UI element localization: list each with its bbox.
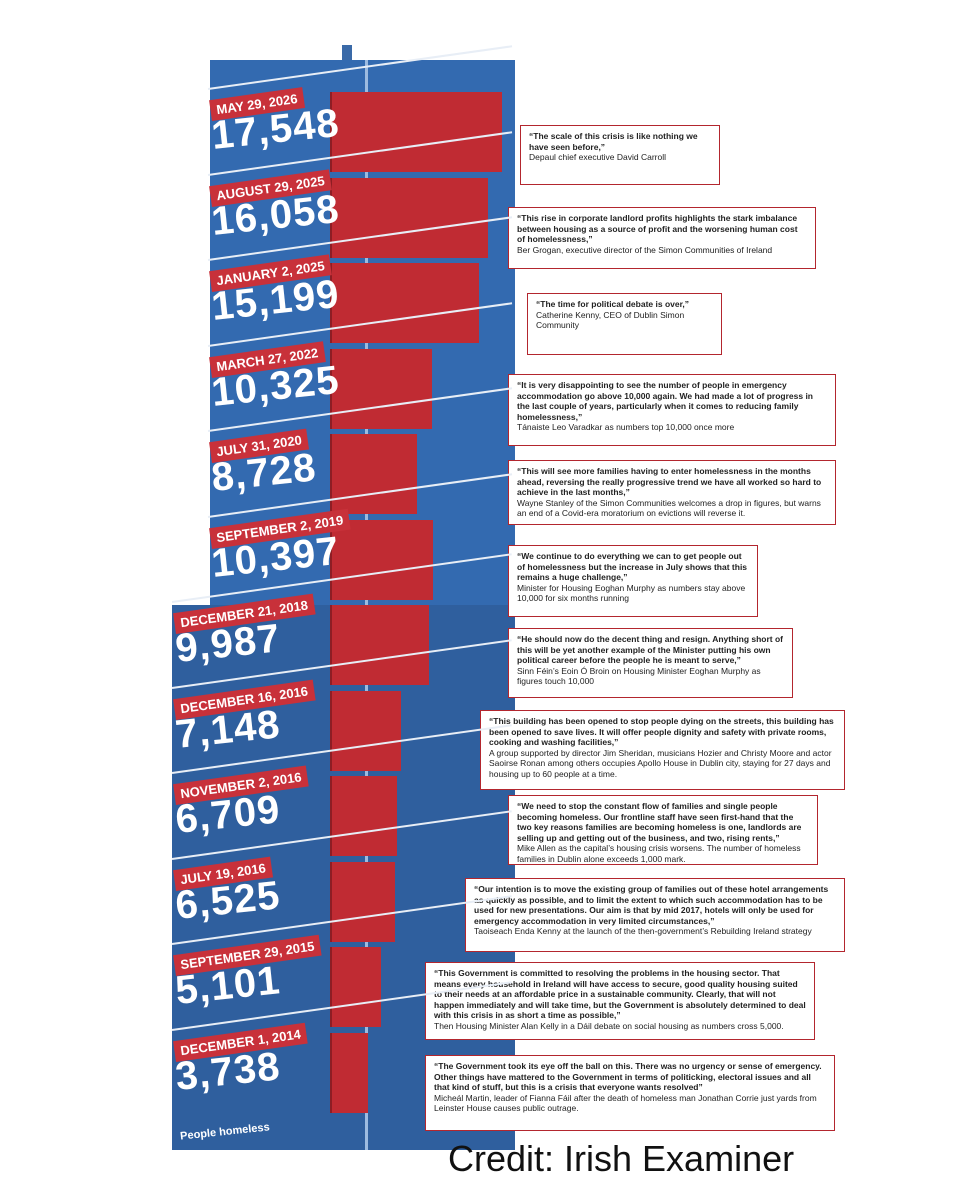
quote-box: “We continue to do everything we can to … xyxy=(508,545,758,617)
attribution: Taoiseach Enda Kenny at the launch of th… xyxy=(474,926,812,936)
count-bar xyxy=(330,92,502,172)
attribution: Minister for Housing Eoghan Murphy as nu… xyxy=(517,582,746,604)
count-bar xyxy=(330,348,433,429)
attribution: Depaul chief executive David Carroll xyxy=(529,152,667,162)
quote: “It is very disappointing to see the num… xyxy=(517,380,814,422)
count-bar xyxy=(330,861,396,942)
quote: “This will see more families having to e… xyxy=(517,466,822,497)
quote: “This building has been opened to stop p… xyxy=(489,716,834,747)
quote: “The Government took its eye off the bal… xyxy=(434,1061,822,1092)
quote-box: “The scale of this crisis is like nothin… xyxy=(520,125,720,185)
count-bar xyxy=(330,434,417,514)
quote-box: “Our intention is to move the existing g… xyxy=(465,878,845,952)
attribution: Sinn Féin’s Eoin Ó Broin on Housing Mini… xyxy=(517,665,761,687)
count-bar xyxy=(330,947,382,1027)
quote: “This Government is committed to resolvi… xyxy=(434,968,806,1020)
count-bar xyxy=(330,519,433,600)
count-bar xyxy=(330,177,488,258)
count-bar xyxy=(330,1032,369,1113)
attribution: Mike Allen as the capital’s housing cris… xyxy=(517,843,801,864)
attribution: Then Housing Minister Alan Kelly in a Dá… xyxy=(434,1020,784,1031)
quote-box: “It is very disappointing to see the num… xyxy=(508,374,836,446)
quote: “The scale of this crisis is like nothin… xyxy=(529,131,698,152)
attribution: Ber Grogan, executive director of the Si… xyxy=(517,244,773,255)
quote-box: “This rise in corporate landlord profits… xyxy=(508,207,816,269)
quote-box: “We need to stop the constant flow of fa… xyxy=(508,795,818,865)
attribution: Micheál Martin, leader of Fianna Fáil af… xyxy=(434,1092,817,1114)
quote: “We continue to do everything we can to … xyxy=(517,551,748,582)
quote-box: “This building has been opened to stop p… xyxy=(480,710,845,790)
attribution: A group supported by director Jim Sherid… xyxy=(489,747,832,779)
quote-box: “This will see more families having to e… xyxy=(508,460,836,525)
quote-box: “He should now do the decent thing and r… xyxy=(508,628,793,698)
antenna xyxy=(342,45,352,65)
attribution: Wayne Stanley of the Simon Communities w… xyxy=(517,497,821,519)
quote: “He should now do the decent thing and r… xyxy=(517,634,784,665)
count-bar xyxy=(330,605,429,685)
attribution: Catherine Kenny, CEO of Dublin Simon Com… xyxy=(536,309,685,331)
quote-box: “This Government is committed to resolvi… xyxy=(425,962,815,1040)
quote: “This rise in corporate landlord profits… xyxy=(517,213,798,244)
quote-box: “The time for political debate is over,”… xyxy=(527,293,722,355)
quote: “Our intention is to move the existing g… xyxy=(474,884,829,926)
quote: “We need to stop the constant flow of fa… xyxy=(517,801,802,843)
count-bar xyxy=(330,263,480,343)
quote: “The time for political debate is over,” xyxy=(536,299,690,309)
count-bar xyxy=(330,690,402,771)
credit: Credit: Irish Examiner xyxy=(448,1138,795,1179)
attribution: Tánaiste Leo Varadkar as numbers top 10,… xyxy=(517,422,735,432)
quote-box: “The Government took its eye off the bal… xyxy=(425,1055,835,1131)
count-bar xyxy=(330,776,397,856)
